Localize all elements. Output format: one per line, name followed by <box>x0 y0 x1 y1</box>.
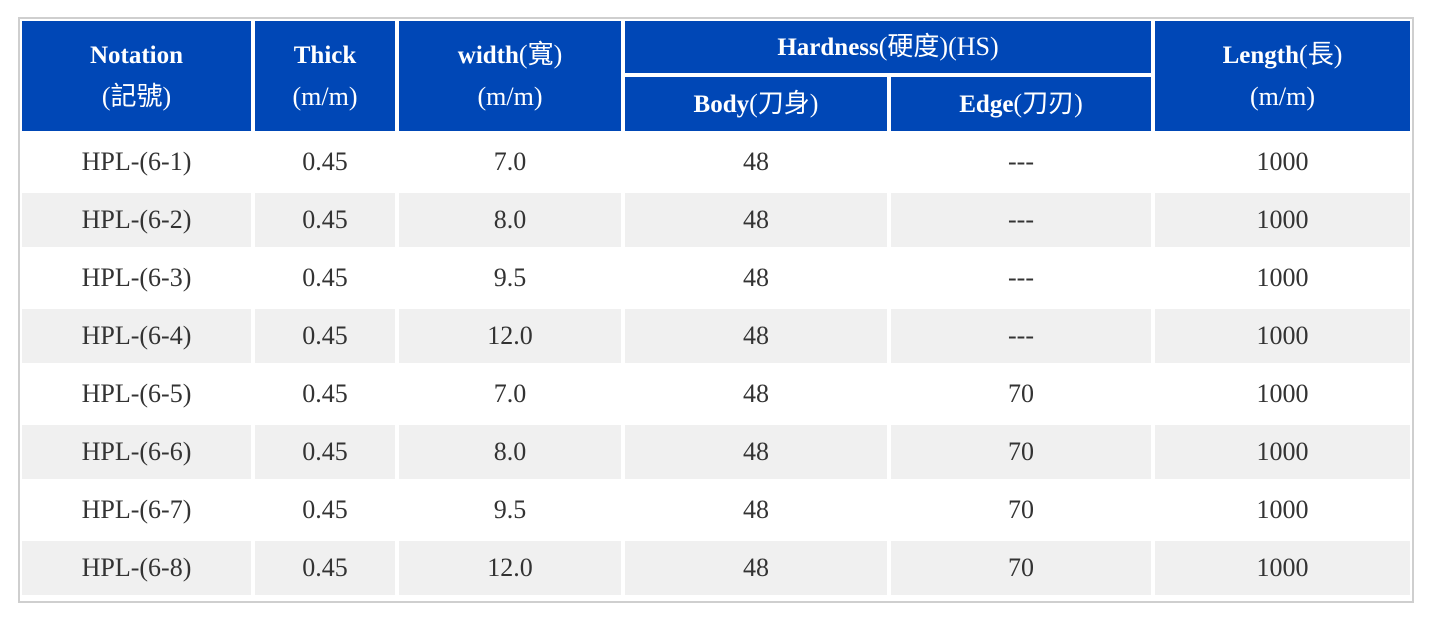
cell-notation: HPL-(6-4) <box>22 309 251 363</box>
header-notation-label: Notation <box>89 42 184 70</box>
cell-body-hardness: 48 <box>625 193 887 247</box>
cell-notation: HPL-(6-8) <box>22 541 251 595</box>
cell-body-hardness: 48 <box>625 309 887 363</box>
cell-notation: HPL-(6-1) <box>22 135 251 189</box>
cell-notation: HPL-(6-6) <box>22 425 251 479</box>
header-thick-sub: (m/m) <box>292 82 358 112</box>
cell-thick: 0.45 <box>255 251 395 305</box>
cell-notation: HPL-(6-5) <box>22 367 251 421</box>
table-row: HPL-(6-1) 0.45 7.0 48 --- 1000 <box>22 135 1410 189</box>
header-length-suffix: (長) <box>1299 40 1343 70</box>
cell-edge-hardness: 70 <box>891 367 1151 421</box>
cell-thick: 0.45 <box>255 425 395 479</box>
header-hardness: Hardness(硬度)(HS) <box>625 21 1151 73</box>
cell-thick: 0.45 <box>255 193 395 247</box>
header-width-suffix: (寬) <box>518 40 563 70</box>
header-thick: Thick (m/m) <box>255 21 395 131</box>
cell-length: 1000 <box>1155 483 1410 537</box>
cell-thick: 0.45 <box>255 541 395 595</box>
cell-width: 12.0 <box>399 309 621 363</box>
header-length-sub: (m/m) <box>1250 82 1315 112</box>
cell-thick: 0.45 <box>255 135 395 189</box>
cell-length: 1000 <box>1155 367 1410 421</box>
table-row: HPL-(6-4) 0.45 12.0 48 --- 1000 <box>22 309 1410 363</box>
cell-width: 9.5 <box>399 251 621 305</box>
cell-width: 12.0 <box>399 541 621 595</box>
cell-body-hardness: 48 <box>625 367 887 421</box>
cell-width: 8.0 <box>399 425 621 479</box>
header-edge-label: Edge <box>959 91 1014 118</box>
cell-body-hardness: 48 <box>625 483 887 537</box>
header-length-label: Length <box>1222 42 1300 70</box>
header-width-label: width <box>457 42 519 70</box>
cell-length: 1000 <box>1155 309 1410 363</box>
table-row: HPL-(6-2) 0.45 8.0 48 --- 1000 <box>22 193 1410 247</box>
header-hardness-label: Hardness <box>777 34 879 61</box>
header-body-suffix: (刀身) <box>749 89 819 118</box>
cell-edge-hardness: 70 <box>891 425 1151 479</box>
cell-edge-hardness: --- <box>891 135 1151 189</box>
cell-thick: 0.45 <box>255 309 395 363</box>
cell-edge-hardness: 70 <box>891 541 1151 595</box>
cell-body-hardness: 48 <box>625 135 887 189</box>
spec-table: Notation (記號) Thick (m/m) width(寬) (m/m)… <box>18 17 1414 599</box>
cell-length: 1000 <box>1155 193 1410 247</box>
header-thick-label: Thick <box>293 42 357 70</box>
header-notation: Notation (記號) <box>22 21 251 131</box>
cell-notation: HPL-(6-3) <box>22 251 251 305</box>
header-body-label: Body <box>693 91 750 118</box>
cell-thick: 0.45 <box>255 367 395 421</box>
table-row: HPL-(6-7) 0.45 9.5 48 70 1000 <box>22 483 1410 537</box>
cell-notation: HPL-(6-2) <box>22 193 251 247</box>
cell-edge-hardness: --- <box>891 251 1151 305</box>
cell-width: 9.5 <box>399 483 621 537</box>
cell-edge-hardness: --- <box>891 193 1151 247</box>
table-row: HPL-(6-6) 0.45 8.0 48 70 1000 <box>22 425 1410 479</box>
cell-body-hardness: 48 <box>625 541 887 595</box>
header-edge: Edge(刀刃) <box>891 77 1151 131</box>
cell-edge-hardness: --- <box>891 309 1151 363</box>
cell-length: 1000 <box>1155 135 1410 189</box>
cell-notation: HPL-(6-7) <box>22 483 251 537</box>
header-edge-suffix: (刀刃) <box>1013 89 1083 118</box>
cell-length: 1000 <box>1155 425 1410 479</box>
cell-width: 7.0 <box>399 367 621 421</box>
cell-body-hardness: 48 <box>625 425 887 479</box>
table-row: HPL-(6-8) 0.45 12.0 48 70 1000 <box>22 541 1410 595</box>
cell-edge-hardness: 70 <box>891 483 1151 537</box>
header-body: Body(刀身) <box>625 77 887 131</box>
cell-length: 1000 <box>1155 251 1410 305</box>
cell-width: 8.0 <box>399 193 621 247</box>
table-row: HPL-(6-5) 0.45 7.0 48 70 1000 <box>22 367 1410 421</box>
cell-width: 7.0 <box>399 135 621 189</box>
cell-body-hardness: 48 <box>625 251 887 305</box>
header-notation-sub: (記號) <box>101 82 172 112</box>
header-hardness-suffix: (硬度)(HS) <box>878 32 999 61</box>
cell-thick: 0.45 <box>255 483 395 537</box>
header-width: width(寬) (m/m) <box>399 21 621 131</box>
cell-length: 1000 <box>1155 541 1410 595</box>
header-length: Length(長) (m/m) <box>1155 21 1410 131</box>
header-width-sub: (m/m) <box>477 82 543 112</box>
table-row: HPL-(6-3) 0.45 9.5 48 --- 1000 <box>22 251 1410 305</box>
